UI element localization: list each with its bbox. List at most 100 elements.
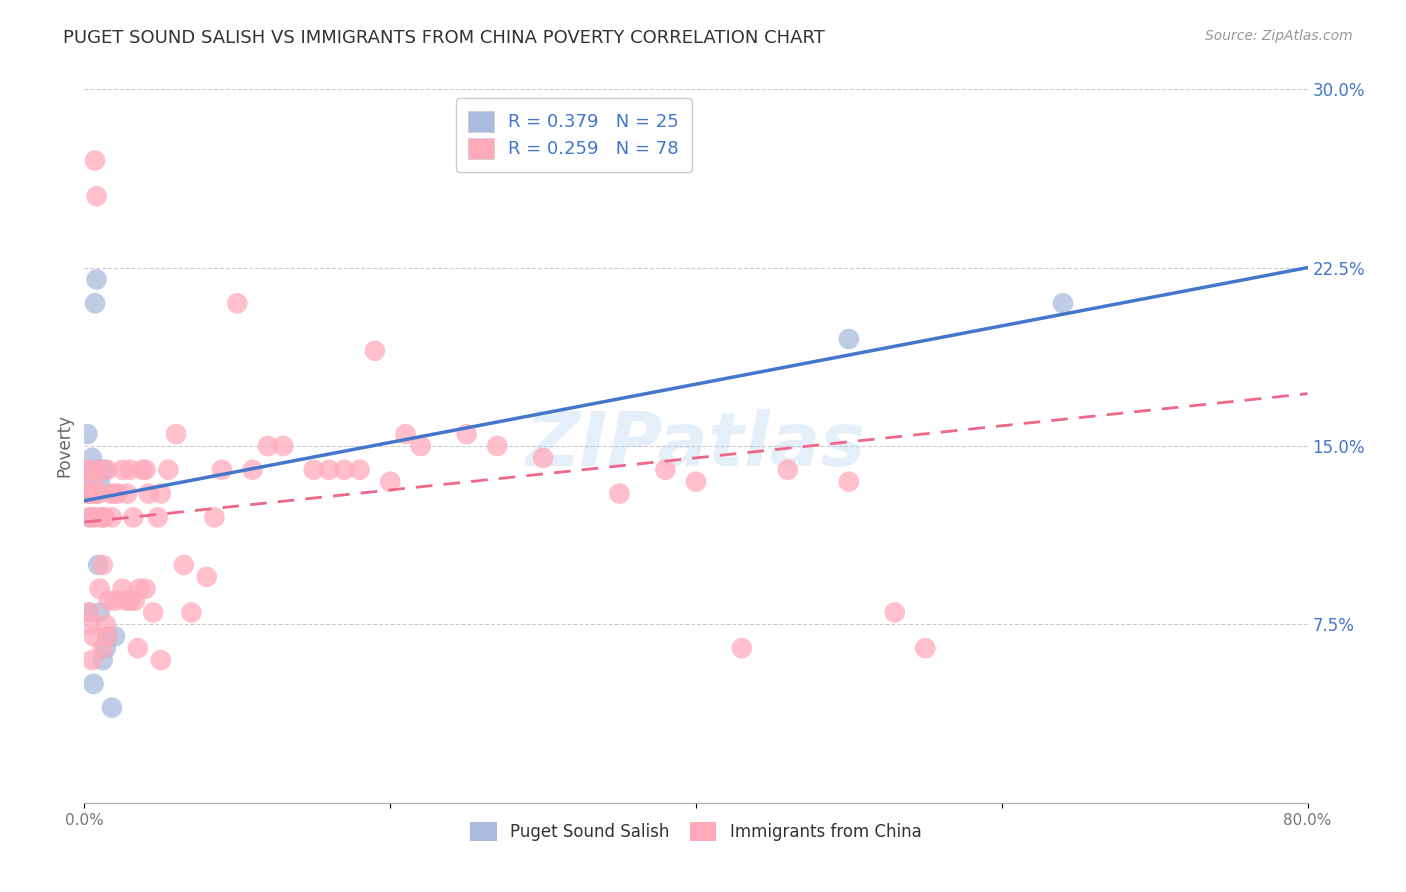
Point bbox=[79, 510, 101, 524]
Point bbox=[165, 427, 187, 442]
Point bbox=[77, 606, 100, 620]
Point bbox=[83, 677, 105, 691]
Point bbox=[914, 641, 936, 656]
Point bbox=[79, 463, 101, 477]
Point bbox=[86, 272, 108, 286]
Point bbox=[104, 486, 127, 500]
Point bbox=[135, 582, 157, 596]
Point bbox=[86, 486, 108, 500]
Point bbox=[96, 629, 118, 643]
Point bbox=[257, 439, 280, 453]
Point bbox=[731, 641, 754, 656]
Point bbox=[75, 475, 97, 489]
Point bbox=[409, 439, 432, 453]
Point bbox=[776, 463, 799, 477]
Point bbox=[91, 510, 114, 524]
Point bbox=[685, 475, 707, 489]
Point bbox=[89, 582, 111, 596]
Point bbox=[195, 570, 218, 584]
Point bbox=[124, 593, 146, 607]
Point bbox=[120, 593, 142, 607]
Point bbox=[883, 606, 905, 620]
Point bbox=[114, 593, 136, 607]
Point bbox=[86, 189, 108, 203]
Point bbox=[87, 463, 110, 477]
Point bbox=[111, 463, 134, 477]
Point bbox=[98, 486, 121, 500]
Point bbox=[142, 606, 165, 620]
Point bbox=[96, 463, 118, 477]
Point bbox=[93, 463, 115, 477]
Point bbox=[138, 486, 160, 500]
Point bbox=[149, 653, 172, 667]
Point bbox=[456, 427, 478, 442]
Legend: Puget Sound Salish, Immigrants from China: Puget Sound Salish, Immigrants from Chin… bbox=[464, 815, 928, 848]
Point bbox=[531, 450, 554, 465]
Point bbox=[90, 463, 112, 477]
Point bbox=[111, 582, 134, 596]
Text: ZIPatlas: ZIPatlas bbox=[526, 409, 866, 483]
Point bbox=[77, 606, 100, 620]
Point bbox=[486, 439, 509, 453]
Point bbox=[80, 653, 103, 667]
Point bbox=[838, 332, 860, 346]
Point bbox=[242, 463, 264, 477]
Point bbox=[93, 510, 115, 524]
Point bbox=[609, 486, 631, 500]
Point bbox=[180, 606, 202, 620]
Point bbox=[76, 486, 98, 500]
Point bbox=[76, 427, 98, 442]
Point bbox=[83, 463, 105, 477]
Point bbox=[84, 296, 107, 310]
Point bbox=[107, 486, 129, 500]
Point bbox=[94, 617, 117, 632]
Point bbox=[94, 641, 117, 656]
Y-axis label: Poverty: Poverty bbox=[55, 415, 73, 477]
Point bbox=[115, 486, 138, 500]
Point bbox=[135, 463, 157, 477]
Point bbox=[83, 629, 105, 643]
Point bbox=[79, 617, 101, 632]
Point bbox=[131, 463, 153, 477]
Point bbox=[80, 450, 103, 465]
Point bbox=[120, 463, 142, 477]
Point bbox=[91, 641, 114, 656]
Point bbox=[104, 629, 127, 643]
Point bbox=[90, 510, 112, 524]
Point bbox=[84, 486, 107, 500]
Point bbox=[146, 510, 169, 524]
Point bbox=[84, 510, 107, 524]
Point bbox=[97, 593, 120, 607]
Point bbox=[202, 510, 225, 524]
Point bbox=[211, 463, 233, 477]
Point bbox=[364, 343, 387, 358]
Point bbox=[226, 296, 249, 310]
Point bbox=[380, 475, 402, 489]
Point bbox=[75, 463, 97, 477]
Point bbox=[89, 475, 111, 489]
Text: Source: ZipAtlas.com: Source: ZipAtlas.com bbox=[1205, 29, 1353, 43]
Point bbox=[89, 463, 111, 477]
Point bbox=[349, 463, 371, 477]
Point bbox=[394, 427, 416, 442]
Point bbox=[87, 558, 110, 572]
Point bbox=[84, 153, 107, 168]
Point bbox=[101, 510, 124, 524]
Point bbox=[89, 606, 111, 620]
Point bbox=[96, 629, 118, 643]
Point bbox=[83, 475, 105, 489]
Point bbox=[91, 653, 114, 667]
Point bbox=[173, 558, 195, 572]
Point bbox=[333, 463, 356, 477]
Point bbox=[318, 463, 340, 477]
Point bbox=[104, 593, 127, 607]
Point bbox=[122, 510, 145, 524]
Point bbox=[87, 486, 110, 500]
Point bbox=[80, 486, 103, 500]
Point bbox=[302, 463, 325, 477]
Point bbox=[127, 641, 149, 656]
Point bbox=[91, 558, 114, 572]
Point bbox=[79, 486, 101, 500]
Point bbox=[101, 700, 124, 714]
Point bbox=[77, 510, 100, 524]
